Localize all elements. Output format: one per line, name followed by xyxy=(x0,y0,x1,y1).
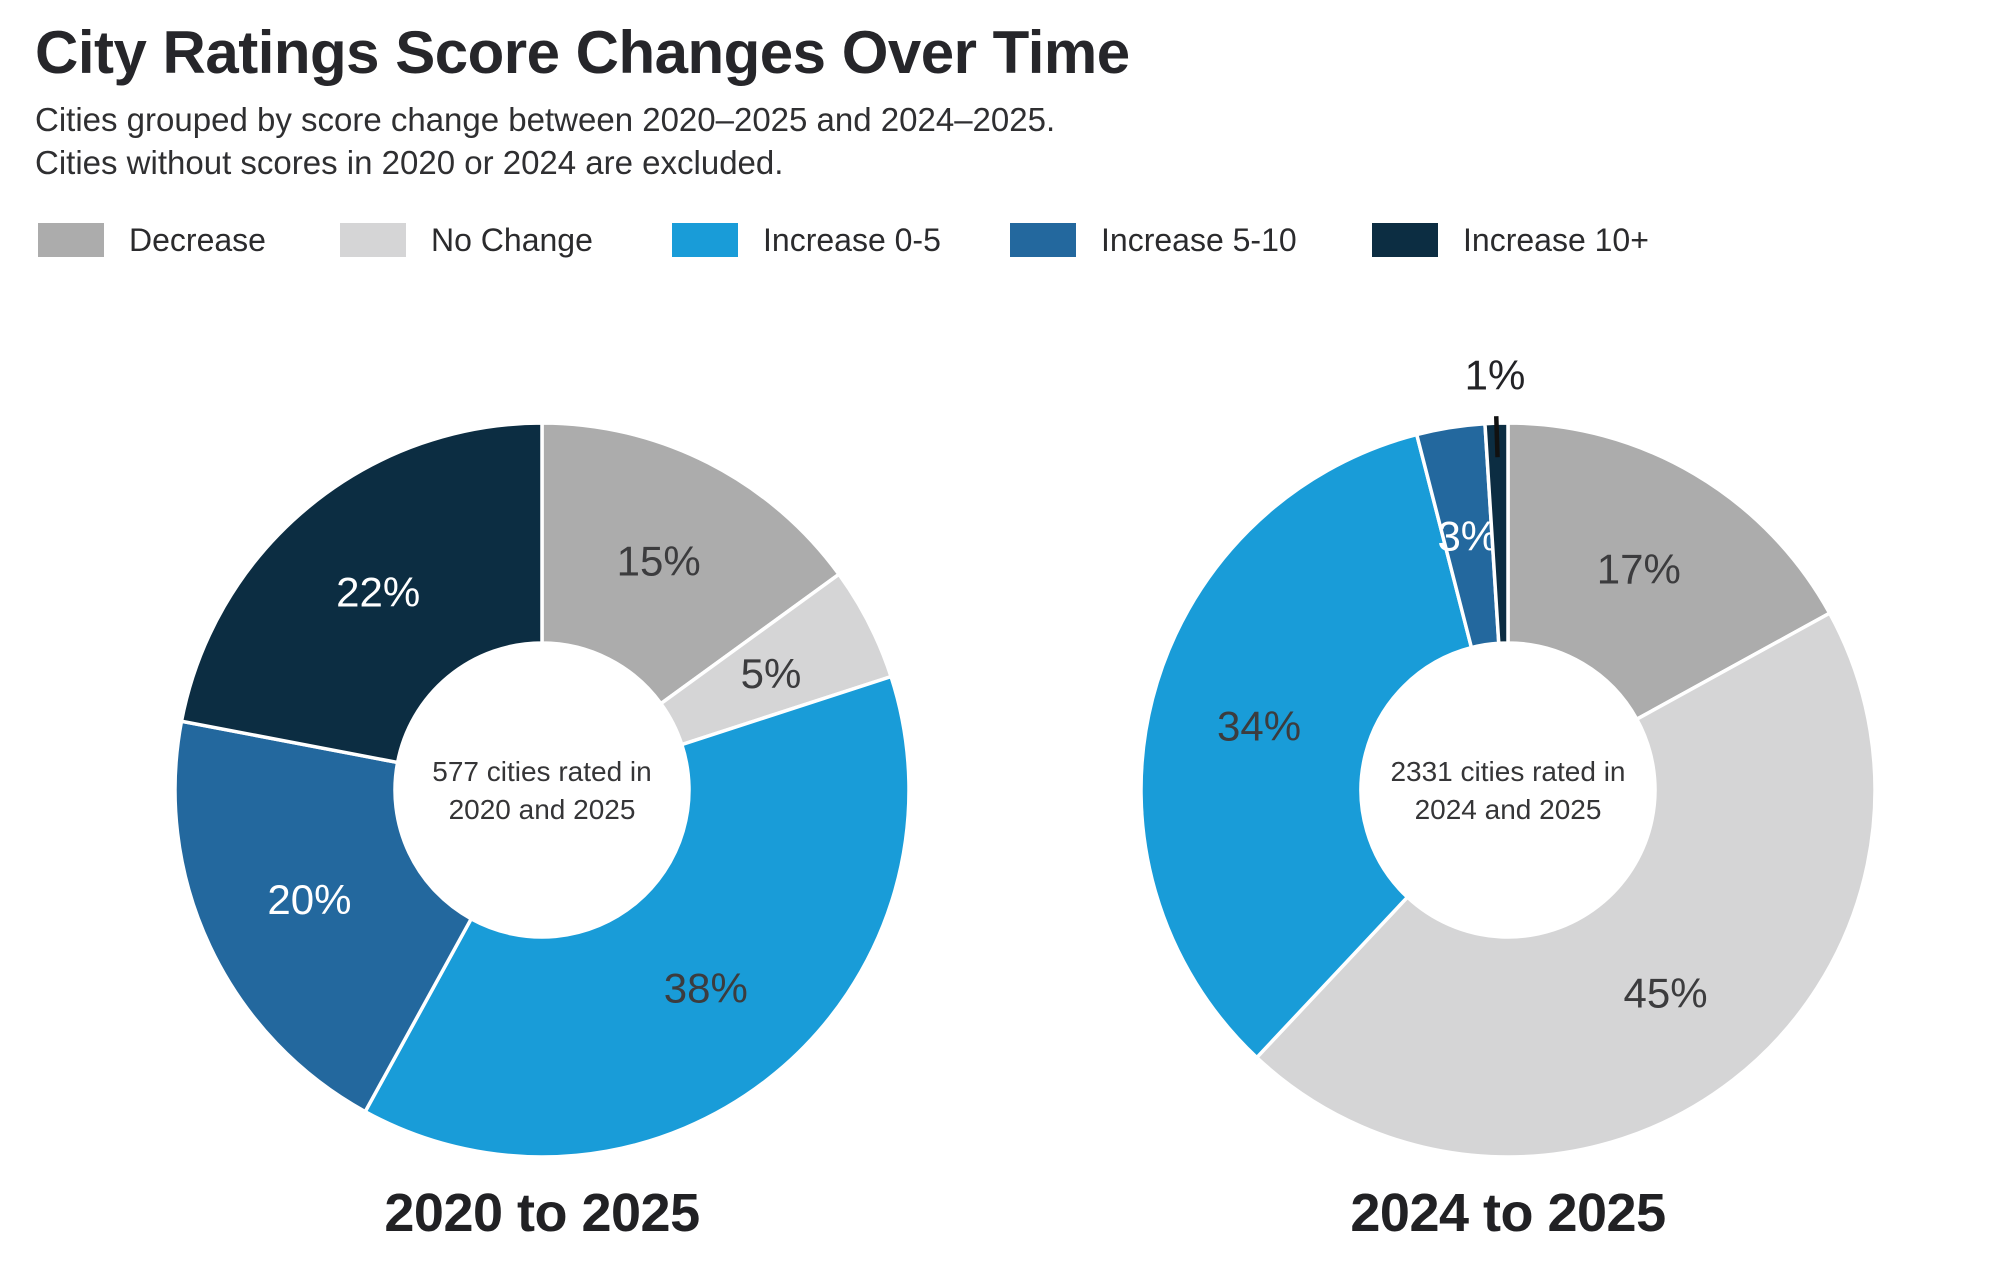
slice-2020-to-2025-increase-10-plus xyxy=(179,421,544,765)
legend-item-increase-5-10: Increase 5-10 xyxy=(1010,222,1297,258)
slice-label-2024-to-2025-decrease: 17% xyxy=(1597,545,1681,592)
legend-swatch-no-change xyxy=(340,223,406,257)
legend-swatch-decrease xyxy=(38,223,104,257)
donut-caption-2020-to-2025: 2020 to 2025 xyxy=(384,1183,700,1243)
legend-item-no-change: No Change xyxy=(340,222,593,258)
slice-label-2020-to-2025-increase-10-plus: 22% xyxy=(336,568,420,615)
subtitle-line-2: Cities without scores in 2020 or 2024 ar… xyxy=(35,144,784,181)
subtitle-line-1: Cities grouped by score change between 2… xyxy=(35,101,1056,138)
slice-2024-to-2025-increase-10-plus xyxy=(1483,421,1510,646)
legend-swatch-increase-10-plus xyxy=(1372,223,1438,257)
slice-label-2020-to-2025-increase-5-10: 20% xyxy=(267,876,351,923)
page-title: City Ratings Score Changes Over Time xyxy=(35,19,1130,86)
slice-2020-to-2025-increase-0-5 xyxy=(362,674,911,1159)
slice-2024-to-2025-no-change xyxy=(1254,610,1877,1159)
slice-label-outside-2024-to-2025-increase-10-plus: 1% xyxy=(1465,352,1526,399)
subtitle: Cities grouped by score change between 2… xyxy=(35,98,1055,184)
legend-label-increase-5-10: Increase 5-10 xyxy=(1101,221,1297,258)
legend-swatch-increase-5-10 xyxy=(1010,223,1076,257)
center-label-2024-to-2025-line-2: 2024 and 2025 xyxy=(1414,794,1602,825)
center-label-2020-to-2025: 577 cities rated in 2020 and 2025 xyxy=(332,753,752,829)
legend-item-increase-10-plus: Increase 10+ xyxy=(1372,222,1649,258)
donut-caption-2024-to-2025: 2024 to 2025 xyxy=(1350,1183,1666,1243)
donut-2020-to-2025: 15% 5% 38% 20% 22% xyxy=(173,421,911,1159)
donut-2024-to-2025: 17% 45% 34% 3% 1% xyxy=(1139,352,1877,1159)
center-label-2020-to-2025-line-2: 2020 and 2025 xyxy=(448,794,636,825)
center-label-2020-to-2025-line-1: 577 cities rated in xyxy=(432,756,652,787)
callout-line-2024-to-2025-increase-10-plus xyxy=(1494,416,1500,458)
slice-label-2024-to-2025-increase-0-5: 34% xyxy=(1217,703,1301,750)
legend-label-decrease: Decrease xyxy=(129,221,266,258)
center-label-2024-to-2025: 2331 cities rated in 2024 and 2025 xyxy=(1298,753,1718,829)
slice-2020-to-2025-increase-5-10 xyxy=(173,719,474,1114)
slice-2020-to-2025-decrease xyxy=(540,421,842,707)
legend-item-decrease: Decrease xyxy=(38,222,266,258)
slice-label-2020-to-2025-decrease: 15% xyxy=(617,538,701,585)
legend-swatch-increase-0-5 xyxy=(672,223,738,257)
legend-label-increase-10-plus: Increase 10+ xyxy=(1463,221,1649,258)
slice-label-2024-to-2025-no-change: 45% xyxy=(1623,970,1707,1017)
center-label-2024-to-2025-line-1: 2331 cities rated in xyxy=(1390,756,1626,787)
slice-label-2024-to-2025-increase-5-10: 3% xyxy=(1437,513,1498,560)
legend-label-no-change: No Change xyxy=(431,221,593,258)
legend-label-increase-0-5: Increase 0-5 xyxy=(763,221,941,258)
legend-item-increase-0-5: Increase 0-5 xyxy=(672,222,941,258)
slice-label-2020-to-2025-no-change: 5% xyxy=(741,650,802,697)
slice-2024-to-2025-decrease xyxy=(1506,421,1832,722)
slice-label-2020-to-2025-increase-0-5: 38% xyxy=(664,965,748,1012)
slice-2024-to-2025-increase-0-5 xyxy=(1139,432,1474,1061)
